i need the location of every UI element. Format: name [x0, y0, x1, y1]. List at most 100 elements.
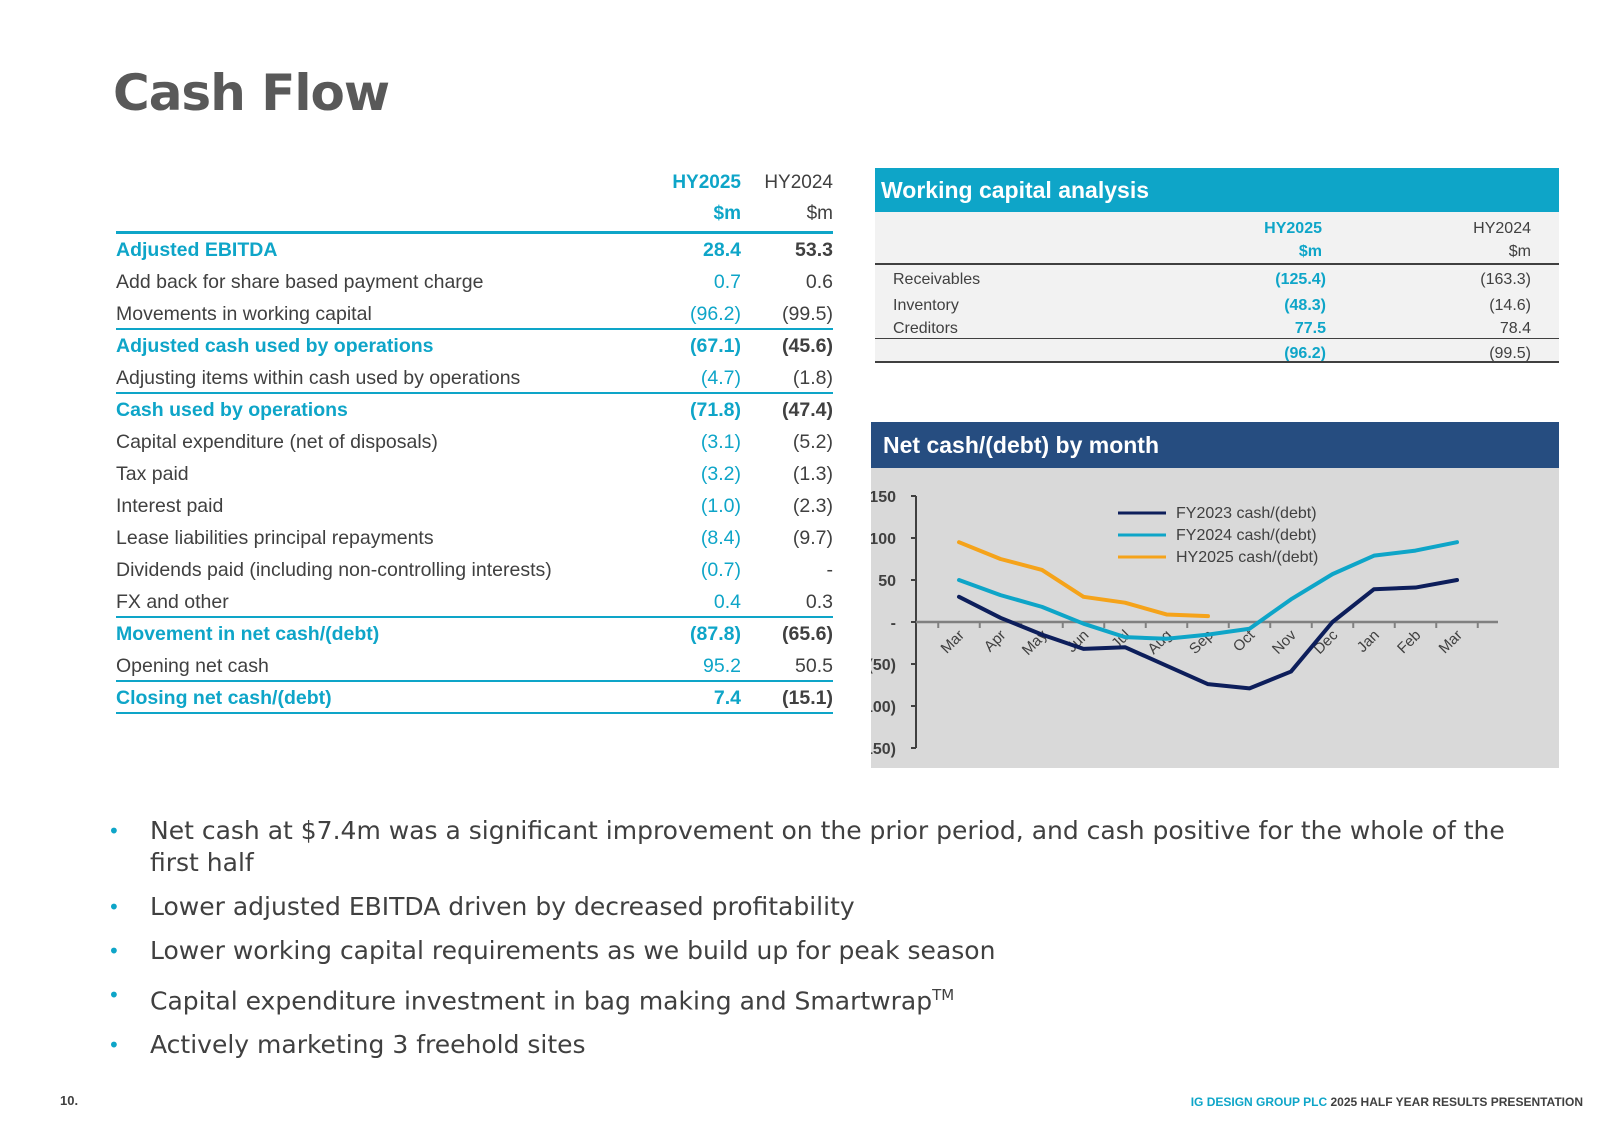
wc-row-label: Inventory	[893, 297, 959, 314]
data-point	[1082, 622, 1085, 626]
value-hy2024: (45.6)	[782, 335, 833, 357]
y-tick-label: -	[891, 615, 896, 632]
chart-title: Net cash/(debt) by month	[871, 422, 1559, 468]
working-capital-panel: Working capital analysis HY2025 $m HY2024…	[875, 168, 1559, 363]
data-point	[957, 595, 961, 599]
row-label: Add back for share based payment charge	[116, 271, 484, 293]
row-label: Opening net cash	[116, 655, 269, 677]
cash-flow-row: Opening net cash 95.2 50.5	[116, 650, 833, 682]
bullet-text: Net cash at $7.4m was a significant impr…	[150, 816, 1505, 877]
value-hy2024: 53.3	[795, 239, 833, 261]
row-label: Movement in net cash/(debt)	[116, 623, 380, 645]
bullet-dot-icon: •	[108, 939, 120, 963]
value-hy2024: 0.3	[805, 591, 833, 613]
value-hy2025: 7.4	[713, 687, 741, 709]
bullet-text: Lower adjusted EBITDA driven by decrease…	[150, 892, 855, 921]
cash-flow-row: Adjusting items within cash used by oper…	[116, 362, 833, 394]
value-hy2024: -	[826, 559, 834, 581]
data-point	[1040, 633, 1044, 637]
x-tick-label: Mar	[1436, 627, 1466, 657]
bullet-dot-icon: •	[108, 983, 120, 1007]
y-tick-label: 150	[871, 489, 896, 506]
wc-row-label: Creditors	[893, 320, 958, 337]
wc-value-hy2024: 78.4	[1499, 320, 1531, 337]
data-point	[1040, 568, 1044, 572]
x-tick-label: Jan	[1354, 627, 1383, 656]
wc-col-header-hy2024: HY2024 $m	[1473, 220, 1531, 260]
wc-value-hy2024: (14.6)	[1489, 297, 1531, 314]
data-point	[1455, 540, 1459, 544]
data-point	[1289, 670, 1293, 674]
col-header-hy2025: HY2025	[672, 172, 741, 193]
wc-value-hy2025: (48.3)	[1284, 297, 1326, 314]
cash-flow-table-header: HY2025 HY2024 $m $m	[116, 172, 833, 234]
value-hy2025: 95.2	[703, 655, 741, 677]
data-point	[999, 616, 1002, 620]
data-point	[1206, 633, 1210, 637]
value-hy2025: (1.0)	[700, 495, 741, 517]
bullet-dot-icon: •	[108, 819, 120, 843]
series-line-hy2025	[957, 540, 1210, 619]
wc-row: Inventory (48.3) (14.6)	[875, 294, 1559, 318]
bullet-item: • Lower adjusted EBITDA driven by decreas…	[108, 891, 1548, 923]
x-tick-label: Sep	[1186, 627, 1217, 658]
cash-flow-row: Add back for share based payment charge 0…	[116, 266, 833, 298]
data-point	[1165, 664, 1168, 668]
wc-value-hy2025: (125.4)	[1275, 271, 1326, 288]
value-hy2025: (3.1)	[700, 431, 741, 453]
value-hy2025: (4.7)	[700, 367, 741, 389]
data-point	[1455, 578, 1459, 582]
data-point	[1123, 645, 1127, 649]
legend-label: FY2024 cash/(debt)	[1176, 527, 1317, 544]
y-tick-label: 100	[871, 531, 896, 548]
cash-flow-row: Dividends paid (including non-controllin…	[116, 554, 833, 586]
x-tick-label: Aug	[1144, 627, 1175, 658]
wc-row-label: Receivables	[893, 271, 981, 288]
row-label: Movements in working capital	[116, 303, 372, 325]
row-label: Adjusting items within cash used by oper…	[116, 367, 521, 389]
data-point	[1414, 549, 1417, 553]
net-cash-line-chart: 15010050-(50)(100)(150)MarAprMayJunJulAu…	[871, 468, 1559, 768]
value-hy2025: (71.8)	[690, 399, 741, 421]
data-point	[1123, 635, 1127, 639]
col-unit-hy2024: $m	[806, 203, 833, 224]
x-tick-label: Mar	[938, 627, 968, 657]
wc-total-rule	[875, 338, 1559, 339]
data-point	[1165, 637, 1168, 641]
wc-total-hy2024: (99.5)	[1489, 345, 1531, 362]
row-label: Interest paid	[116, 495, 224, 517]
cash-flow-rows: Adjusted EBITDA 28.4 53.3 Add back for shar…	[116, 234, 833, 714]
bullet-item: • Lower working capital requirements as w…	[108, 935, 1548, 967]
value-hy2024: (5.2)	[792, 431, 833, 453]
data-point	[1082, 595, 1085, 599]
col-unit-hy2025: $m	[713, 203, 741, 224]
cash-flow-row: Adjusted EBITDA 28.4 53.3	[116, 234, 833, 266]
bullet-item: • Net cash at $7.4m was a significant imp…	[108, 815, 1548, 879]
value-hy2025: (3.2)	[700, 463, 741, 485]
value-hy2024: (99.5)	[782, 303, 833, 325]
cash-flow-row: Closing net cash/(debt) 7.4 (15.1)	[116, 682, 833, 714]
value-hy2025: 0.7	[713, 271, 741, 293]
x-tick-label: Apr	[981, 627, 1010, 656]
data-point	[1082, 647, 1085, 651]
data-point	[1206, 614, 1210, 618]
bullet-item: • Capital expenditure investment in bag m…	[108, 979, 1548, 1017]
row-label: Adjusted cash used by operations	[116, 335, 434, 357]
cash-flow-row: Interest paid (1.0) (2.3)	[116, 490, 833, 522]
value-hy2025: 0.4	[713, 591, 741, 613]
data-point	[1248, 686, 1251, 690]
data-point	[1289, 597, 1293, 601]
cash-flow-row: Lease liabilities principal repayments (8…	[116, 522, 833, 554]
x-tick-label: Feb	[1394, 627, 1424, 657]
data-point	[1372, 554, 1376, 558]
value-hy2024: (47.4)	[782, 399, 833, 421]
legend-label: FY2023 cash/(debt)	[1176, 505, 1317, 522]
cash-flow-row: Tax paid (3.2) (1.3)	[116, 458, 833, 490]
cash-flow-row: Movements in working capital (96.2) (99.5)	[116, 298, 833, 330]
wc-value-hy2024: (163.3)	[1480, 271, 1531, 288]
value-hy2025: (67.1)	[690, 335, 741, 357]
data-point	[1040, 605, 1044, 609]
value-hy2024: (9.7)	[792, 527, 833, 549]
footer-company: IG DESIGN GROUP PLC	[1190, 1095, 1328, 1109]
page-number: 10.	[60, 1093, 79, 1108]
